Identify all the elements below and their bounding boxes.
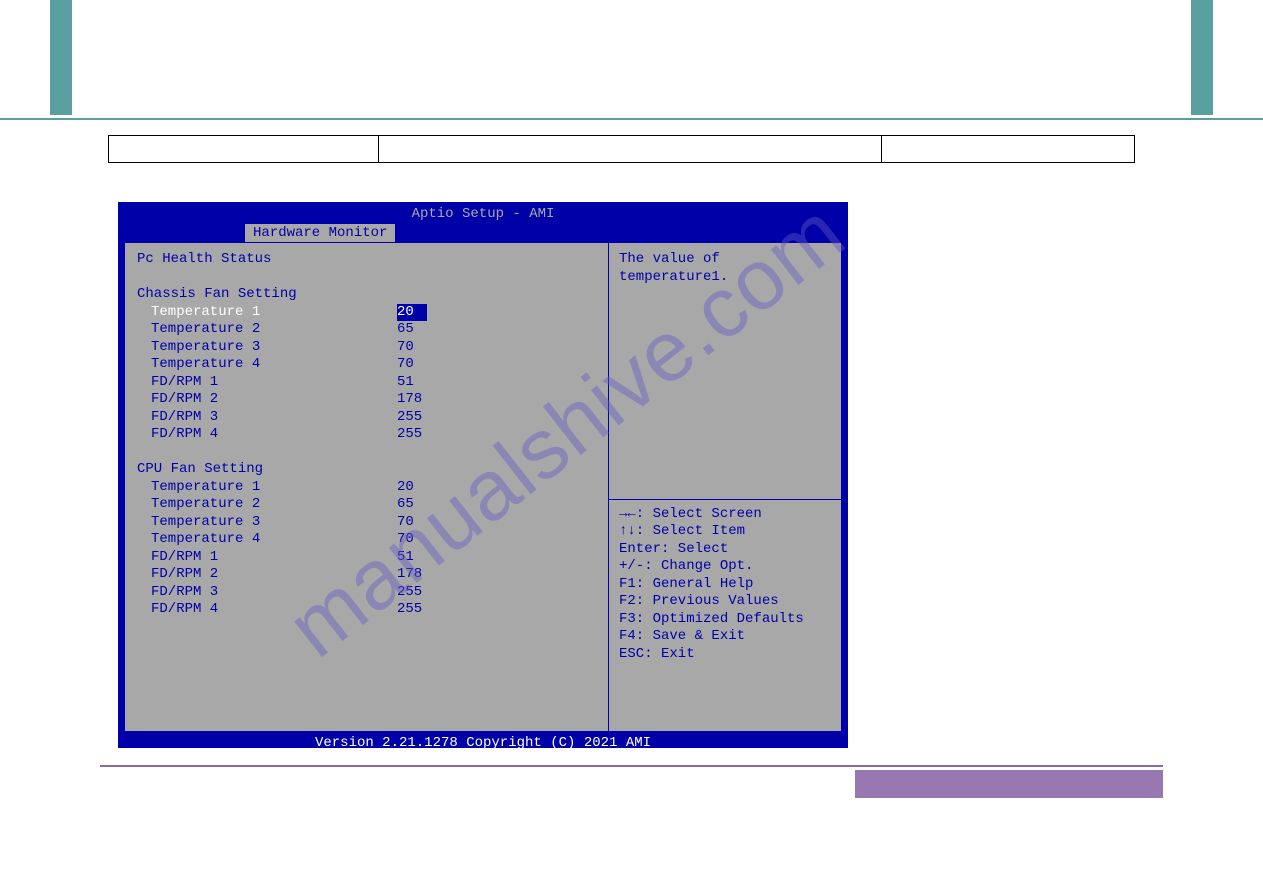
cpu-label-2: Temperature 3	[137, 514, 397, 532]
cpu-value-3: 70	[397, 531, 427, 549]
cpu-label-5: FD/RPM 2	[137, 566, 397, 584]
key-hint-7: F4: Save & Exit	[619, 628, 831, 646]
chassis-label-6: FD/RPM 3	[137, 409, 397, 427]
chassis-value-6: 255	[397, 409, 427, 427]
cpu-value-7: 255	[397, 601, 427, 619]
chassis-label-0: Temperature 1	[137, 304, 397, 322]
bios-key-hints: →←: Select Screen↑↓: Select ItemEnter: S…	[619, 506, 831, 724]
chassis-row-6[interactable]: FD/RPM 3255	[137, 409, 596, 427]
cpu-row-1[interactable]: Temperature 265	[137, 496, 596, 514]
chassis-row-3[interactable]: Temperature 470	[137, 356, 596, 374]
key-hint-4: F1: General Help	[619, 576, 831, 594]
table-header-cell-3	[882, 136, 1134, 162]
chassis-row-4[interactable]: FD/RPM 151	[137, 374, 596, 392]
purple-footer-box	[855, 770, 1163, 798]
key-hint-8: ESC: Exit	[619, 646, 831, 664]
chassis-label-7: FD/RPM 4	[137, 426, 397, 444]
chassis-value-5: 178	[397, 391, 427, 409]
chassis-row-1[interactable]: Temperature 265	[137, 321, 596, 339]
cpu-row-3[interactable]: Temperature 470	[137, 531, 596, 549]
table-header-cell-1	[109, 136, 379, 162]
chassis-row-7[interactable]: FD/RPM 4255	[137, 426, 596, 444]
bios-body: Pc Health Status Chassis Fan Setting Tem…	[118, 242, 848, 732]
cpu-value-4: 51	[397, 549, 427, 567]
chassis-row-2[interactable]: Temperature 370	[137, 339, 596, 357]
cpu-value-5: 178	[397, 566, 427, 584]
key-hint-0: →←: Select Screen	[619, 506, 831, 524]
cpu-label-1: Temperature 2	[137, 496, 397, 514]
chassis-label-1: Temperature 2	[137, 321, 397, 339]
cpu-label-7: FD/RPM 4	[137, 601, 397, 619]
cpu-label-3: Temperature 4	[137, 531, 397, 549]
cpu-label-0: Temperature 1	[137, 479, 397, 497]
cpu-row-2[interactable]: Temperature 370	[137, 514, 596, 532]
horizontal-rule-top	[0, 118, 1263, 120]
chassis-label-3: Temperature 4	[137, 356, 397, 374]
pc-health-status: Pc Health Status	[137, 251, 596, 269]
cpu-row-4[interactable]: FD/RPM 151	[137, 549, 596, 567]
cpu-fan-header: CPU Fan Setting	[137, 461, 596, 479]
chassis-row-0[interactable]: Temperature 120	[137, 304, 596, 322]
cpu-label-4: FD/RPM 1	[137, 549, 397, 567]
cpu-row-5[interactable]: FD/RPM 2178	[137, 566, 596, 584]
chassis-value-0: 20	[397, 304, 427, 322]
key-hint-6: F3: Optimized Defaults	[619, 611, 831, 629]
bios-footer: Version 2.21.1278 Copyright (C) 2021 AMI	[118, 732, 848, 754]
key-hint-3: +/-: Change Opt.	[619, 558, 831, 576]
cpu-value-6: 255	[397, 584, 427, 602]
cpu-row-0[interactable]: Temperature 120	[137, 479, 596, 497]
key-hint-1: ↑↓: Select Item	[619, 523, 831, 541]
key-hint-2: Enter: Select	[619, 541, 831, 559]
chassis-label-2: Temperature 3	[137, 339, 397, 357]
decorative-bar-left	[50, 0, 72, 115]
bios-title: Aptio Setup - AMI	[118, 202, 848, 224]
chassis-value-3: 70	[397, 356, 427, 374]
table-header-row	[108, 135, 1135, 163]
chassis-label-4: FD/RPM 1	[137, 374, 397, 392]
key-hint-5: F2: Previous Values	[619, 593, 831, 611]
cpu-row-6[interactable]: FD/RPM 3255	[137, 584, 596, 602]
chassis-value-1: 65	[397, 321, 427, 339]
chassis-value-4: 51	[397, 374, 427, 392]
chassis-value-7: 255	[397, 426, 427, 444]
cpu-value-1: 65	[397, 496, 427, 514]
bios-tab-hardware-monitor[interactable]: Hardware Monitor	[245, 224, 395, 242]
chassis-row-5[interactable]: FD/RPM 2178	[137, 391, 596, 409]
cpu-label-6: FD/RPM 3	[137, 584, 397, 602]
bios-left-panel: Pc Health Status Chassis Fan Setting Tem…	[124, 242, 609, 732]
bios-help-text: The value of temperature1.	[619, 251, 831, 286]
bios-right-divider	[609, 290, 841, 500]
cpu-row-7[interactable]: FD/RPM 4255	[137, 601, 596, 619]
chassis-label-5: FD/RPM 2	[137, 391, 397, 409]
cpu-value-2: 70	[397, 514, 427, 532]
chassis-fan-header: Chassis Fan Setting	[137, 286, 596, 304]
chassis-value-2: 70	[397, 339, 427, 357]
table-header-cell-2	[379, 136, 882, 162]
bios-right-panel: The value of temperature1. →←: Select Sc…	[609, 242, 842, 732]
cpu-value-0: 20	[397, 479, 427, 497]
bios-tab-row: Hardware Monitor	[118, 224, 848, 242]
horizontal-rule-bottom	[100, 765, 1163, 767]
bios-setup-screen: Aptio Setup - AMI Hardware Monitor Pc He…	[118, 202, 848, 748]
decorative-bar-right	[1191, 0, 1213, 115]
